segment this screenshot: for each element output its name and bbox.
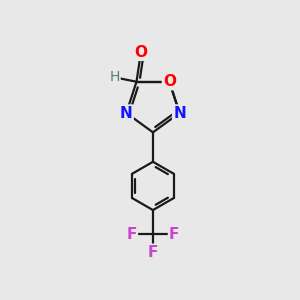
Text: F: F [169, 227, 179, 242]
Text: O: O [134, 45, 147, 60]
Text: N: N [173, 106, 186, 121]
Text: N: N [120, 106, 133, 121]
Text: H: H [109, 70, 120, 84]
Text: O: O [163, 74, 176, 89]
Text: F: F [148, 245, 158, 260]
Text: F: F [127, 227, 137, 242]
